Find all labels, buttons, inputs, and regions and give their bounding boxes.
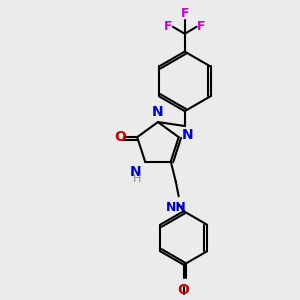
Text: H: H xyxy=(133,175,141,184)
Text: N: N xyxy=(152,105,164,119)
Text: F: F xyxy=(181,7,189,20)
Text: F: F xyxy=(164,20,173,33)
Text: N: N xyxy=(182,128,193,142)
Text: O: O xyxy=(114,130,126,144)
Text: N: N xyxy=(130,164,141,178)
Text: NH: NH xyxy=(167,201,187,214)
Text: O: O xyxy=(178,283,190,297)
Text: F: F xyxy=(196,20,205,33)
